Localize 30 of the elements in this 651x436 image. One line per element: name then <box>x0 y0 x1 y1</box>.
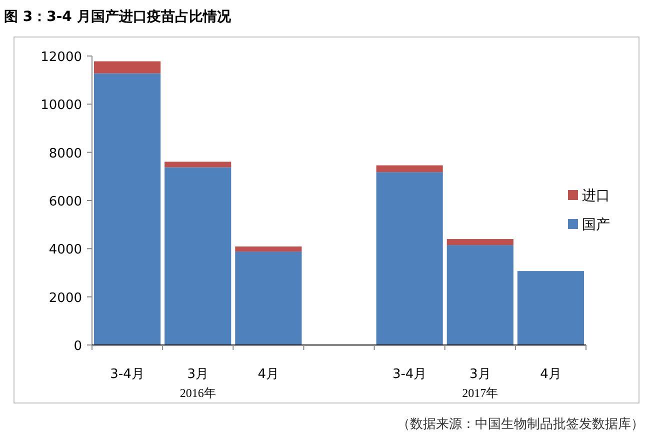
y-tick-label: 12000 <box>40 50 82 65</box>
x-tick-label: 4月 <box>540 367 562 382</box>
legend-label: 国产 <box>582 217 610 233</box>
y-tick-label: 4000 <box>48 242 82 258</box>
y-tick-label: 10000 <box>40 98 82 114</box>
legend-label: 进口 <box>582 188 610 204</box>
x-tick-label: 3月 <box>470 367 491 382</box>
bar <box>164 167 232 345</box>
text: 2017年 <box>462 386 498 400</box>
bar <box>164 162 232 168</box>
y-tick-label: 6000 <box>48 194 82 210</box>
bar <box>94 73 161 345</box>
x-tick-label: 3-4月 <box>110 367 144 382</box>
x-tick-label: 4月 <box>258 367 280 382</box>
y-tick-label: 2000 <box>48 290 82 306</box>
bar <box>446 245 514 345</box>
bar <box>376 165 443 172</box>
text: （数据来源：中国生物制品批签发数据库） <box>397 417 644 432</box>
bar <box>94 61 161 74</box>
bar <box>235 246 302 252</box>
text: 2016年 <box>180 386 216 400</box>
bar <box>235 252 302 345</box>
bar <box>517 271 584 345</box>
chart-title: 图 3：3-4 月国产进口疫苗占比情况 <box>4 8 232 25</box>
y-tick-label: 8000 <box>48 146 82 162</box>
x-tick-label: 3-4月 <box>392 367 427 382</box>
bar <box>376 172 443 345</box>
x-tick-label: 3月 <box>187 367 208 382</box>
bar <box>446 239 514 246</box>
y-tick-label: 0 <box>74 339 82 354</box>
